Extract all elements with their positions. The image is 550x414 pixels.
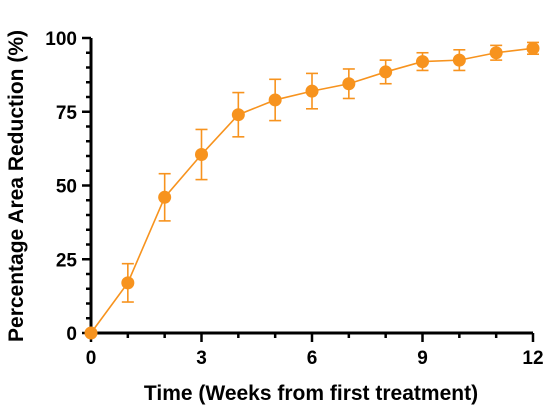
- data-point: [231, 108, 245, 122]
- data-point: [526, 41, 540, 55]
- y-tick-label: 75: [56, 103, 78, 124]
- y-tick-label: 25: [56, 250, 78, 271]
- error-bars: [121, 41, 539, 303]
- data-point: [379, 65, 393, 79]
- data-point: [84, 326, 98, 340]
- data-point: [416, 55, 429, 69]
- data-point: [158, 190, 172, 204]
- data-point: [121, 276, 135, 290]
- x-axis-title: Time (Weeks from first treatment): [144, 382, 478, 405]
- data-point: [305, 84, 319, 98]
- data-point: [195, 148, 208, 162]
- data-point: [342, 77, 356, 91]
- data-point: [452, 53, 466, 67]
- y-axis-title: Percentage Area Reduction (%): [5, 30, 28, 342]
- data-point: [268, 93, 282, 107]
- data-point: [489, 46, 503, 60]
- y-tick-label: 0: [66, 324, 77, 345]
- data-series: [84, 41, 540, 340]
- x-tick-label: 3: [196, 348, 207, 369]
- x-tick-label: 12: [522, 348, 543, 369]
- x-tick-label: 6: [307, 348, 318, 369]
- y-tick-label: 50: [56, 177, 77, 198]
- y-axis: 0 25 50 75 100: [45, 29, 93, 345]
- y-tick-label: 100: [45, 29, 77, 50]
- x-tick-label: 9: [417, 348, 428, 369]
- x-axis: 0 3 6 9 12: [86, 331, 544, 369]
- x-tick-label: 0: [86, 348, 97, 369]
